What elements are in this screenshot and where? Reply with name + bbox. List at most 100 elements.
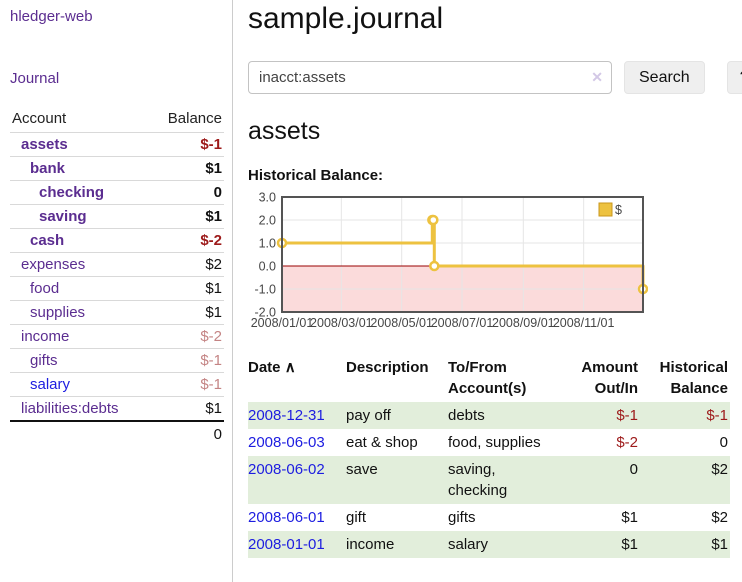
balance-chart-svg: 3.0 2.0 1.0 0.0 -1.0 -2.02008/01/012008/03/01… <box>251 191 649 330</box>
register-cell-amount: $1 <box>556 531 640 558</box>
historical-balance-chart: 3.0 2.0 1.0 0.0 -1.0 -2.0 2008/01/01 2008/03/01… <box>248 191 742 337</box>
register-cell-amount: 0 <box>556 456 640 504</box>
sidebar-account-link[interactable]: food <box>30 280 60 297</box>
sidebar-account-link[interactable]: checking <box>39 184 105 201</box>
sidebar-account-link[interactable]: income <box>21 328 70 345</box>
register-cell-description: pay off <box>346 402 448 429</box>
sidebar-account-row: expenses $2 <box>10 252 224 277</box>
col-header-amount: Amount Out/In <box>581 359 638 397</box>
sidebar-account-link[interactable]: salary <box>30 376 71 393</box>
sidebar-account-link[interactable]: expenses <box>21 256 86 273</box>
search-help-button[interactable]: ? <box>726 61 742 94</box>
svg-text:2.0: 2.0 <box>259 214 276 228</box>
search-input[interactable] <box>248 61 612 94</box>
col-header-date[interactable]: Date ∧ <box>248 359 296 376</box>
sidebar-accounts-body: assets $-1 bank $1 checking 0 saving $1 cash $-2 e… <box>10 132 224 421</box>
account-balance: 0 <box>150 180 224 205</box>
chart-title: Historical Balance: <box>248 167 384 184</box>
sidebar-account-link[interactable]: cash <box>30 232 65 249</box>
chart-legend-label: $ <box>615 203 622 217</box>
sidebar: hledger-web Journal Account Balance asse… <box>0 0 232 582</box>
accounts-col-header: Account <box>12 110 67 127</box>
account-balance: $1 <box>150 276 224 301</box>
register-cell-description: save <box>346 456 448 504</box>
clear-search-icon[interactable]: ✕ <box>591 69 603 85</box>
register-cell-description: income <box>346 531 448 558</box>
account-balance: $-2 <box>150 228 224 253</box>
sidebar-accounts-table: Account Balance assets $-1 bank $1 checking 0… <box>10 106 224 446</box>
sidebar-account-row: food $1 <box>10 276 224 301</box>
register-date-link[interactable]: 2008-12-31 <box>248 407 325 424</box>
balance-col-header: Balance <box>167 110 222 127</box>
sidebar-account-row: liabilities:debts $1 <box>10 396 224 421</box>
svg-text:2008/03/01: 2008/03/01 <box>310 316 373 330</box>
account-balance: $-1 <box>150 372 224 397</box>
register-cell-accounts: saving, checking <box>448 456 556 504</box>
svg-text:-1.0: -1.0 <box>254 283 276 297</box>
register-cell-accounts: salary <box>448 531 556 558</box>
sidebar-account-row: cash $-2 <box>10 228 224 253</box>
register-cell-accounts: food, supplies <box>448 434 541 451</box>
col-header-balance: Historical Balance <box>659 359 728 397</box>
sidebar-account-link[interactable]: bank <box>30 160 66 177</box>
col-header-description: Description <box>346 359 429 376</box>
sidebar-total-row: 0 <box>10 420 224 446</box>
sidebar-account-link[interactable]: liabilities:debts <box>21 400 119 417</box>
svg-text:2008/07/01: 2008/07/01 <box>431 316 494 330</box>
account-balance: $1 <box>150 396 224 421</box>
register-cell-balance: $2 <box>711 509 728 526</box>
sidebar-account-row: bank $1 <box>10 156 224 181</box>
account-balance: $-1 <box>150 132 224 157</box>
register-table: Date ∧ Description To/From Account(s) Amo… <box>248 354 730 558</box>
register-cell-amount: $1 <box>621 509 638 526</box>
sidebar-account-row: income $-2 <box>10 324 224 349</box>
search-button[interactable]: Search <box>624 61 705 94</box>
svg-text:2008/01/01: 2008/01/01 <box>251 316 314 330</box>
sidebar-account-link[interactable]: gifts <box>30 352 58 369</box>
register-cell-accounts: gifts <box>448 509 476 526</box>
sidebar-account-row: salary $-1 <box>10 372 224 397</box>
register-date-link[interactable]: 2008-06-03 <box>248 434 325 451</box>
account-balance: $1 <box>150 156 224 181</box>
register-cell-amount: $-1 <box>556 402 640 429</box>
register-date-link[interactable]: 2008-06-01 <box>248 509 325 526</box>
svg-text:0.0: 0.0 <box>259 260 276 274</box>
sidebar-account-link[interactable]: supplies <box>30 304 86 321</box>
register-cell-date: 2008-06-03 <box>248 429 346 456</box>
register-row: 2008-06-02 save saving, checking 0 $2 <box>248 456 730 504</box>
account-balance: $-1 <box>150 348 224 373</box>
svg-text:2008/09/01: 2008/09/01 <box>492 316 555 330</box>
sidebar-account-link[interactable]: saving <box>39 208 87 225</box>
svg-text:3.0: 3.0 <box>259 191 276 205</box>
register-body: 2008-12-31 pay off debts $-1 $-1 2008-06-03 ea… <box>248 402 730 558</box>
register-row: 2008-01-01 income salary $1 $1 <box>248 531 730 558</box>
col-header-accounts: To/From Account(s) <box>448 359 527 397</box>
account-balance: $1 <box>150 204 224 229</box>
page-title: sample.journal <box>248 2 444 35</box>
sidebar-account-link[interactable]: assets <box>21 136 68 153</box>
account-title: assets <box>248 117 321 145</box>
register-cell-date: 2008-01-01 <box>248 531 346 558</box>
account-balance: $1 <box>150 300 224 325</box>
register-cell-date: 2008-06-02 <box>248 456 346 504</box>
sidebar-account-row: assets $-1 <box>10 132 224 157</box>
svg-text:-2.0: -2.0 <box>254 306 276 320</box>
register-cell-accounts: debts <box>448 402 556 429</box>
sidebar-total-balance: 0 <box>150 420 224 446</box>
sort-asc-icon: ∧ <box>284 359 296 376</box>
svg-text:2008/11/01: 2008/11/01 <box>553 316 615 330</box>
register-date-link[interactable]: 2008-01-01 <box>248 536 325 553</box>
register-cell-date: 2008-12-31 <box>248 402 346 429</box>
register-cell-date: 2008-06-01 <box>248 504 346 531</box>
register-cell-balance: $2 <box>640 456 730 504</box>
sidebar-divider <box>232 0 233 582</box>
register-row: 2008-06-01 gift gifts $1 $2 <box>248 504 730 531</box>
app-brand-link[interactable]: hledger-web <box>10 8 93 25</box>
main-content: sample.journal ✕ Search ? assets Histori… <box>233 0 742 582</box>
sidebar-account-row: supplies $1 <box>10 300 224 325</box>
account-balance: $2 <box>150 252 224 277</box>
register-cell-balance: 0 <box>719 434 728 451</box>
register-row: 2008-06-03 eat & shop food, supplies $-2 0 <box>248 429 730 456</box>
register-date-link[interactable]: 2008-06-02 <box>248 461 325 478</box>
sidebar-item-journal[interactable]: Journal <box>10 70 60 87</box>
